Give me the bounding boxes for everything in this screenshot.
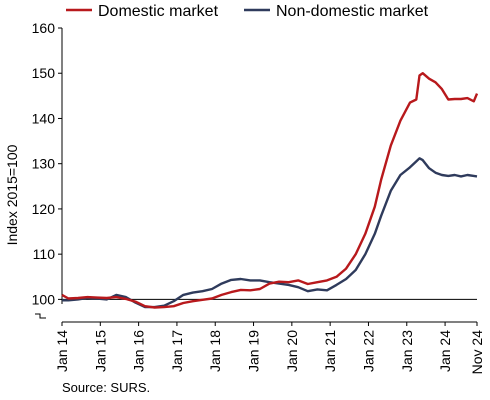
- y-tick-label: 120: [32, 201, 56, 217]
- x-tick-label: Jan 20: [284, 330, 300, 372]
- series-line-domestic-market: [61, 71, 479, 309]
- legend: Domestic market Non-domestic market: [66, 3, 429, 20]
- x-tick-label: Jan 15: [92, 330, 108, 372]
- legend-item-non-domestic-market: Non-domestic market: [244, 3, 429, 20]
- y-axis: 100 110 120 130 140 150 160: [32, 20, 63, 319]
- x-tick-label: Jan 23: [399, 330, 415, 372]
- x-tick-label: Jan 19: [246, 330, 262, 372]
- y-tick-label: 140: [32, 110, 56, 126]
- y-axis-title: Index 2015=100: [4, 144, 20, 245]
- legend-label: Non-domestic market: [276, 3, 429, 20]
- x-tick-label: Jan 16: [131, 330, 147, 372]
- y-tick-label: 160: [32, 20, 56, 36]
- legend-label: Domestic market: [98, 3, 219, 20]
- source-note: Source: SURS.: [62, 380, 151, 395]
- y-tick-label: 100: [32, 291, 56, 307]
- x-tick-label: Jan 14: [54, 330, 70, 372]
- x-tick-label: Jan 24: [437, 330, 453, 372]
- x-tick-label: Nov 24: [469, 330, 485, 375]
- legend-item-domestic-market: Domestic market: [66, 3, 219, 20]
- axis-break-mark: [35, 313, 46, 319]
- x-tick-label: Jan 21: [322, 330, 338, 372]
- y-tick-label: 110: [33, 246, 56, 262]
- x-axis: Jan 14 Jan 15 Jan 16 Jan 17 Jan 18 Jan 19 Jan …: [54, 321, 485, 375]
- x-tick-label: Jan 17: [169, 330, 185, 372]
- x-tick-label: Jan 18: [207, 330, 223, 372]
- y-tick-label: 130: [32, 156, 56, 172]
- y-tick-label: 150: [32, 65, 56, 81]
- x-tick-label: Jan 22: [360, 330, 376, 372]
- plot-area: [61, 71, 479, 309]
